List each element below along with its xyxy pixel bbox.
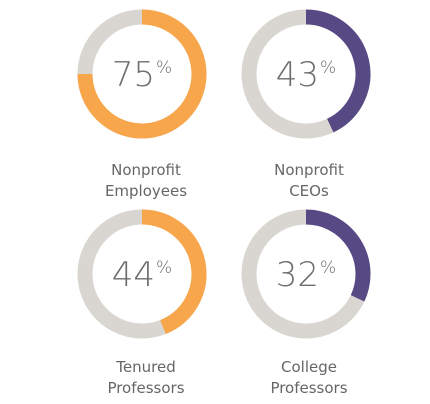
percent-symbol: % — [156, 258, 172, 278]
caption-line: Nonprofit — [274, 161, 344, 179]
caption-line: College — [281, 358, 337, 376]
donut-value-arc — [305, 209, 371, 302]
caption-tenured-professors: Tenured Professors — [66, 357, 226, 399]
percent-symbol: % — [320, 58, 336, 78]
caption-line: Professors — [107, 379, 185, 397]
caption-nonprofit-employees: Nonprofit Employees — [66, 160, 226, 202]
donut-tenured-professors: 44% — [77, 209, 207, 339]
caption-line: Professors — [270, 379, 348, 397]
caption-line: Tenured — [116, 358, 176, 376]
percent-value: 44 — [112, 255, 155, 295]
donut-value-arc — [77, 9, 207, 139]
caption-line: Employees — [104, 182, 188, 200]
donut-value-arc — [141, 209, 207, 334]
caption-college-professors: College Professors — [229, 357, 389, 399]
donut-value-arc — [305, 9, 371, 133]
percent-symbol: % — [156, 58, 172, 78]
percent-value: 43 — [276, 55, 319, 95]
donut-nonprofit-ceos: 43% — [241, 9, 371, 139]
donut-nonprofit-employees: 75% — [77, 9, 207, 139]
caption-line: CEOs — [289, 182, 329, 200]
percent-label: 44% — [112, 255, 172, 295]
caption-nonprofit-ceos: Nonprofit CEOs — [229, 160, 389, 202]
percent-symbol: % — [320, 258, 336, 278]
donut-college-professors: 32% — [241, 209, 371, 339]
percent-value: 32 — [276, 255, 319, 295]
percent-label: 75% — [112, 55, 172, 95]
percent-label: 32% — [276, 255, 336, 295]
percent-value: 75 — [112, 55, 155, 95]
percent-label: 43% — [276, 55, 336, 95]
caption-line: Nonprofit — [111, 161, 181, 179]
